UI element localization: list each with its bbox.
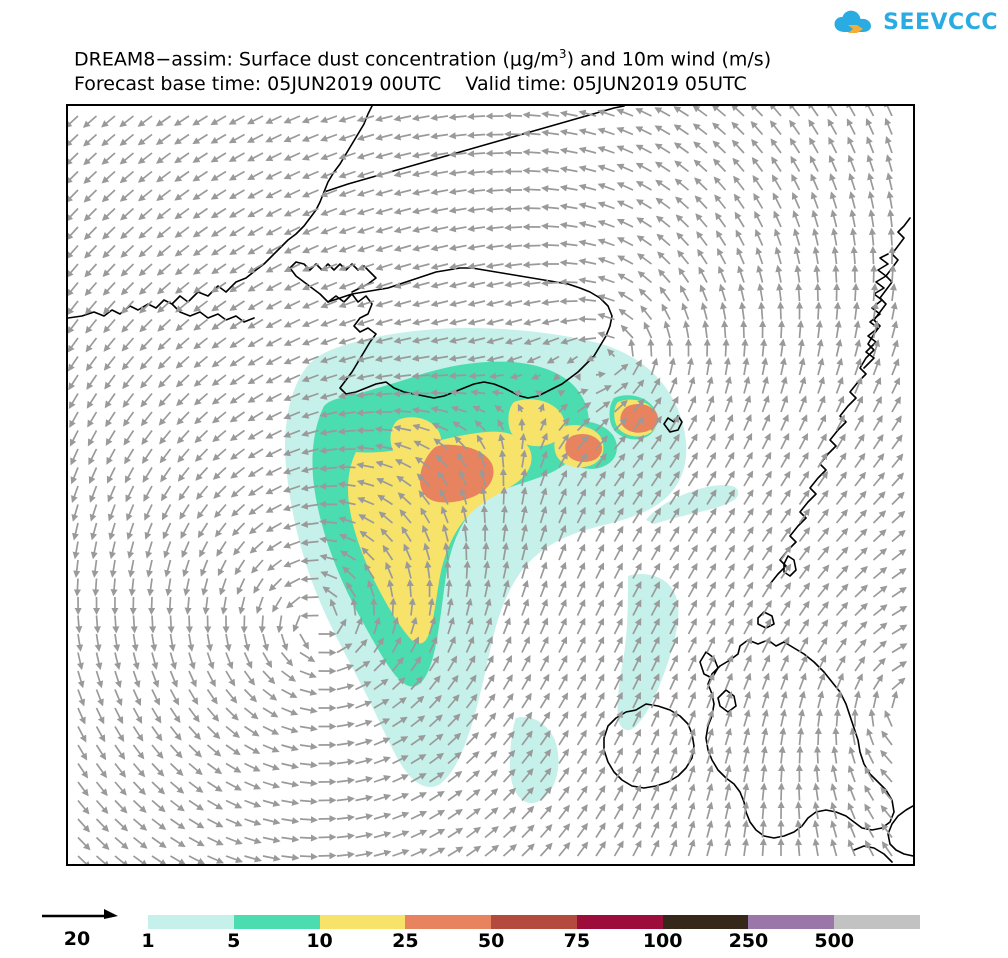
coastline-shetland [783,555,797,577]
colorbar-tick-labels: 1 5 10 25 50 75 100 250 500 [141,930,978,956]
coastline-faroe [663,415,683,433]
wind-vector-scale: 20 [38,906,138,952]
colorbar-tick-5: 5 [227,930,241,952]
wind-arrow-icon [42,909,118,919]
coastline-layer [68,106,913,863]
coastline-greenland-inlet [171,303,255,323]
colorbar-tick-100: 100 [642,930,683,952]
dust-concentration-layer [284,328,739,804]
colorbar-segment-250-500[interactable] [748,915,835,929]
coastline-norway [769,217,911,585]
colorbar-segment-1-5[interactable] [148,915,234,929]
colorbar-segment-50-75[interactable] [491,915,577,929]
colorbar-segment-25-50[interactable] [405,915,492,929]
chart-title-block: DREAM8−assim: Surface dust concentration… [74,42,934,97]
colorbar-segment->500[interactable] [834,915,920,929]
seevccc-logo: SEEVCCC [833,8,998,38]
colorbar[interactable] [148,915,920,929]
logo-wordmark: SEEVCCC [883,10,998,35]
title-line-1: DREAM8−assim: Surface dust concentration… [74,42,934,72]
colorbar-segment-10-25[interactable] [319,915,406,929]
wind-scale-label: 20 [63,928,91,950]
colorbar-tick-10: 10 [306,930,333,952]
colorbar-tick-1: 1 [141,930,155,952]
title-line-2: Forecast base time: 05JUN2019 00UTC Vali… [74,73,747,96]
coastline-greenland-north [323,106,625,193]
forecast-map[interactable] [66,104,915,866]
colorbar-tick-75: 75 [563,930,591,952]
colorbar-tick-250: 250 [728,930,769,952]
coastline-continent [887,805,913,857]
colorbar-tick-25: 25 [392,930,419,952]
legend-row: 20 1 5 10 25 50 75 100 250 500 [0,896,1008,958]
coastline-great-britain [705,639,895,839]
colorbar-tick-50: 50 [477,930,505,952]
coastline-greenland [68,106,373,319]
title-line-1-post: ) and 10m wind (m/s) [566,48,772,71]
coastline-iceland-westfjords [289,261,377,303]
coastline-orkney [757,611,775,629]
wind-vector-layer [68,106,908,864]
colorbar-segment-75-100[interactable] [576,915,663,929]
coastline-hebrides-inner [717,689,737,713]
colorbar-tick-500: 500 [814,930,855,952]
map-canvas [68,106,913,864]
title-line-1-superscript: 3 [558,47,567,61]
title-line-1-pre: DREAM8−assim: Surface dust concentration… [74,48,559,71]
coastline-channel [853,845,893,863]
cloud-icon [834,10,872,33]
colorbar-segment-5-10[interactable] [233,915,320,929]
colorbar-segment-100-250[interactable] [662,915,749,929]
